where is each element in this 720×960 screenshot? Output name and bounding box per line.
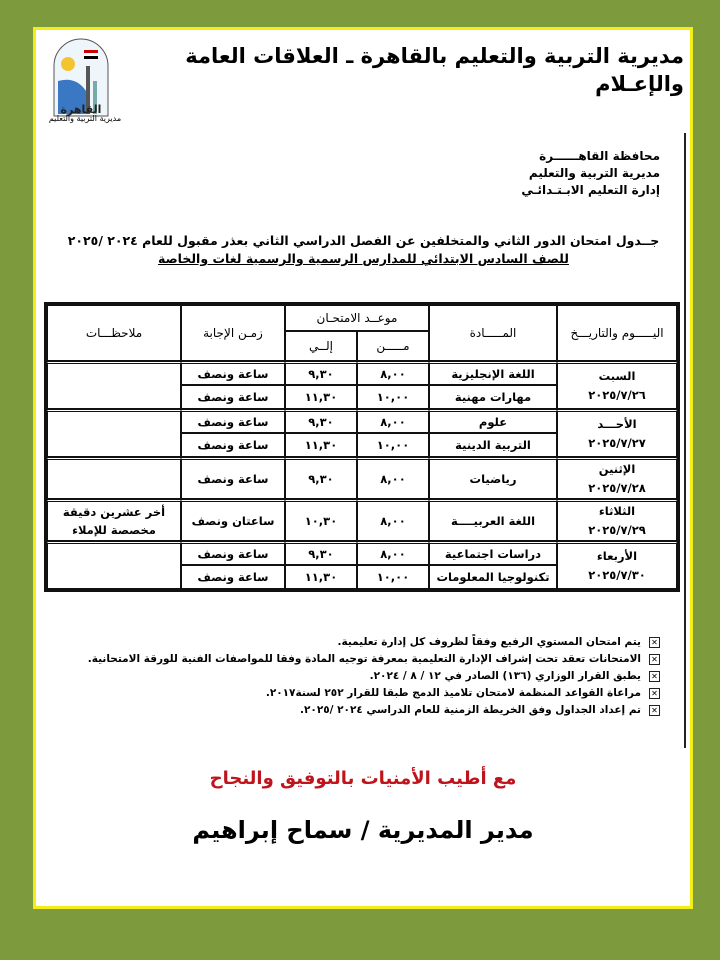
day-name: الأحـــد [597,417,637,431]
notes-cell [47,409,181,457]
organization-block: محافظة القاهــــــرة مديرية التربية والت… [360,148,660,199]
subject-cell: التربية الدينية [429,433,557,457]
subject-cell: دراسات اجتماعية [429,541,557,565]
checkbox-x-icon: ✕ [649,653,660,665]
to-cell: ١٠,٣٠ [284,499,357,541]
org-line: إدارة التعليم الابـتـدائـي [521,183,660,197]
heading-line-1: جــدول امتحان الدور الثاني والمتخلفين عن… [67,233,660,248]
page-title: مديرية التربية والتعليم بالقاهرة ـ العلا… [185,44,684,96]
checkbox-x-icon: ✕ [649,687,660,699]
note-item: ✕ يطبق القرار الوزاري (١٣٦) الصادر في ١٢ … [60,668,660,685]
subject-cell: تكنولوجيا المعلومات [429,565,557,589]
org-line: محافظة القاهــــــرة [539,149,660,163]
from-cell: ١٠,٠٠ [357,385,429,409]
table-row: الإثنين ٢٠٢٥/٧/٢٨ رياضيات ٨,٠٠ ٩,٣٠ ساعة ونصف [47,457,677,499]
table-row: السبت ٢٠٢٥/٧/٢٦ اللغة الإنجليزية ٨,٠٠ ٩,٣٠ سا… [47,361,677,409]
duration-cell: ساعة ونصف [180,565,285,589]
date: ٢٠٢٥/٧/٢٩ [588,523,646,537]
notes-list: ✕ يتم امتحان المستوي الرفيع وفقاً لظروف ك… [60,634,660,719]
header-from: مـــــن [357,331,429,361]
header-to: إلــي [284,331,357,361]
from-cell: ٨,٠٠ [357,457,429,499]
header-notes: ملاحظـــات [47,305,181,361]
to-cell: ٩,٣٠ [284,409,357,433]
table-row: الأربعاء ٢٠٢٥/٧/٣٠ دراسات اجتماعية ٨,٠٠ ٩,٣٠… [47,541,677,589]
table-row: الأحـــد ٢٠٢٥/٧/٢٧ علوم ٨,٠٠ ٩,٣٠ ساعة ونصف [47,409,677,457]
duration-cell: ساعة ونصف [180,433,285,457]
table-row: مهارات مهنية ١٠,٠٠ ١١,٣٠ ساعة ونصف [47,385,677,409]
checkbox-x-icon: ✕ [649,636,660,648]
table-row: تكنولوجيا المعلومات ١٠,٠٠ ١١,٣٠ ساعة ونصف [47,565,677,589]
duration-cell: ساعة ونصف [180,541,285,565]
margin-line [684,133,686,748]
day-name: السبت [598,369,636,383]
day-date-cell: الأربعاء ٢٠٢٥/٧/٣٠ [557,541,677,589]
to-cell: ٩,٣٠ [284,361,357,385]
note-text: يطبق القرار الوزاري (١٣٦) الصادر في ١٢ /… [369,670,641,682]
note-item: ✕ تم إعداد الجداول وفق الخريطة الزمنية لل… [60,702,660,719]
day-name: الثلاثاء [598,504,636,518]
schedule-heading: جــدول امتحان الدور الثاني والمتخلفين عن… [51,232,676,268]
exam-schedule-table: اليـــــوم والتاريـــخ المـــــادة موعــ… [44,302,680,592]
day-date-cell: الثلاثاء ٢٠٢٥/٧/٢٩ [557,499,677,541]
logo-text: القاهرة [61,103,102,116]
from-cell: ٨,٠٠ [357,499,429,541]
duration-cell: ساعة ونصف [180,385,285,409]
note-item: ✕ الامتحانات تعقد تحت إشراف الإدارة التعل… [60,651,660,668]
from-cell: ٨,٠٠ [357,361,429,385]
date: ٢٠٢٥/٧/٢٦ [588,388,646,402]
day-date-cell: الأحـــد ٢٠٢٥/٧/٢٧ [557,409,677,457]
header-subject: المـــــادة [429,305,557,361]
to-cell: ١١,٣٠ [284,385,357,409]
notes-cell [47,361,181,409]
heading-line-2: للصف السادس الابتدائي للمدارس الرسمية وا… [158,251,569,266]
day-name: الأربعاء [596,549,638,563]
notes-cell [47,457,181,499]
from-cell: ١٠,٠٠ [357,433,429,457]
checkbox-x-icon: ✕ [649,704,660,716]
subject-cell: اللغة العربيــــة [429,499,557,541]
day-name: الإثنين [598,462,636,476]
note-text: الامتحانات تعقد تحت إشراف الإدارة التعلي… [87,653,641,665]
duration-cell: ساعتان ونصف [180,499,285,541]
duration-cell: ساعة ونصف [180,361,285,385]
date: ٢٠٢٥/٧/٣٠ [588,568,646,582]
logo-caption: مديرية التربية والتعليم [48,114,122,123]
header-duration: زمـن الإجابة [180,305,285,361]
note-text: تم إعداد الجداول وفق الخريطة الزمنية للع… [300,704,641,716]
to-cell: ٩,٣٠ [284,457,357,499]
duration-cell: ساعة ونصف [180,457,285,499]
note-item: ✕ يتم امتحان المستوي الرفيع وفقاً لظروف ك… [60,634,660,651]
from-cell: ٨,٠٠ [357,409,429,433]
notes-cell [47,541,181,589]
note-text: يتم امتحان المستوي الرفيع وفقاً لظروف كل… [337,636,642,648]
subject-cell: مهارات مهنية [429,385,557,409]
subject-cell: علوم [429,409,557,433]
day-date-cell: الإثنين ٢٠٢٥/٧/٢٨ [557,457,677,499]
table-row: التربية الدينية ١٠,٠٠ ١١,٣٠ ساعة ونصف [47,433,677,457]
document-page: القاهرة مديرية التربية والتعليم مديرية ا… [33,27,693,909]
closing-wish: مع أطيب الأمنيات بالتوفيق والنجاح [209,768,517,789]
duration-cell: ساعة ونصف [180,409,285,433]
signature: مدير المديرية / سماح إبراهيم [192,816,534,844]
from-cell: ٨,٠٠ [357,541,429,565]
date: ٢٠٢٥/٧/٢٧ [588,436,646,450]
checkbox-x-icon: ✕ [649,670,660,682]
to-cell: ١١,٣٠ [284,433,357,457]
table-row: الثلاثاء ٢٠٢٥/٧/٢٩ اللغة العربيــــة ٨,٠٠ ١٠… [47,499,677,541]
from-cell: ١٠,٠٠ [357,565,429,589]
note-item: ✕ مراعاة القواعد المنظمة لامتحان تلاميذ ا… [60,685,660,702]
to-cell: ٩,٣٠ [284,541,357,565]
subject-cell: اللغة الإنجليزية [429,361,557,385]
notes-cell: أخر عشرين دقيقة مخصصة للإملاء [47,499,181,541]
header-day: اليـــــوم والتاريـــخ [557,305,677,361]
header-slot: موعــد الامتحـان [284,305,429,331]
subject-cell: رياضيات [429,457,557,499]
to-cell: ١١,٣٠ [284,565,357,589]
note-text: مراعاة القواعد المنظمة لامتحان تلاميذ ال… [265,687,641,699]
day-date-cell: السبت ٢٠٢٥/٧/٢٦ [557,361,677,409]
cairo-education-logo: القاهرة [46,36,116,131]
org-line: مديرية التربية والتعليم [528,166,660,180]
date: ٢٠٢٥/٧/٢٨ [588,481,646,495]
